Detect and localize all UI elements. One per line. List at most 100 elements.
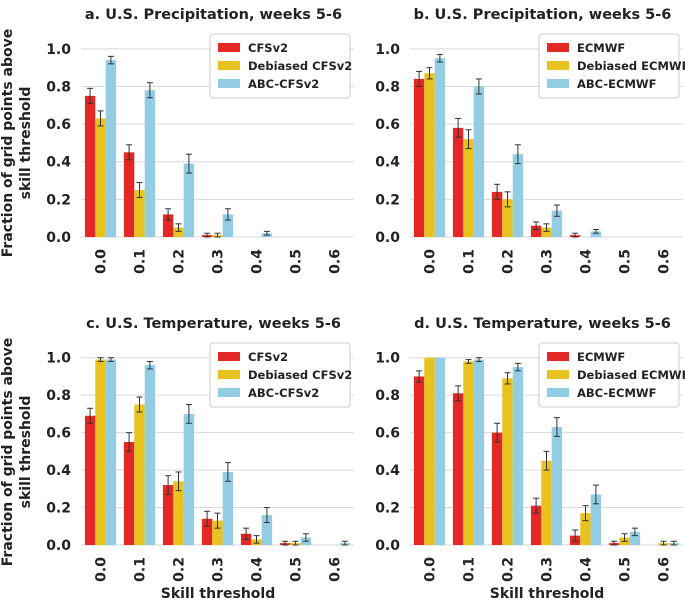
- y-tick-label: 0.2: [46, 501, 71, 517]
- panel-d-us-temperature-ecmwf: d. U.S. Temperature, weeks 5-6 0.0 0.2 0.4 0…: [375, 316, 685, 582]
- legend-swatch: [218, 388, 240, 397]
- y-tick-label: 0.0: [375, 230, 400, 246]
- legend-swatch: [218, 352, 240, 361]
- bar-abc-ecmwf: [590, 494, 602, 545]
- legend: [538, 33, 680, 99]
- bar-abc-ecmwf: [473, 86, 485, 237]
- legend-label: ABC-ECMWF: [577, 77, 656, 91]
- legend-label: ECMWF: [577, 350, 625, 364]
- x-axis-label-left: Skill threshold: [161, 586, 275, 602]
- legend-swatch: [547, 370, 569, 379]
- y-axis-label-top-line1: Fraction of grid points above: [0, 29, 16, 257]
- bar-abc-cfsv2: [183, 163, 195, 237]
- x-tick-label: 0.6: [657, 249, 673, 274]
- bar-ecmwf: [452, 127, 464, 237]
- legend-label: ABC-ECMWF: [577, 386, 656, 400]
- legend-label: CFSv2: [248, 41, 288, 55]
- bar-cfsv2: [162, 214, 174, 237]
- panel-title: c. U.S. Temperature, weeks 5-6: [86, 316, 341, 332]
- bar-abc-cfsv2: [183, 413, 195, 545]
- legend-swatch: [547, 79, 569, 88]
- x-tick-label: 0.1: [133, 557, 149, 582]
- bar-abc-cfsv2: [222, 471, 234, 545]
- legend-label: ABC-CFSv2: [248, 386, 319, 400]
- x-tick-label: 0.2: [501, 557, 517, 582]
- bar-abc-cfsv2: [144, 365, 156, 545]
- bar-abc-cfsv2: [261, 515, 273, 545]
- panel-title: d. U.S. Temperature, weeks 5-6: [414, 316, 671, 332]
- bar-cfsv2: [84, 95, 96, 237]
- legend-swatch: [547, 61, 569, 70]
- x-axis-label-right: Skill threshold: [490, 586, 604, 602]
- y-tick-label: 0.6: [46, 426, 71, 442]
- bar-cfsv2: [84, 415, 96, 545]
- x-tick-label: 0.4: [579, 557, 595, 582]
- y-tick-label: 0.6: [375, 117, 400, 133]
- x-tick-label: 0.0: [423, 557, 439, 582]
- bar-cfsv2: [201, 518, 213, 545]
- y-tick-label: 0.2: [375, 501, 400, 517]
- bar-abc-cfsv2: [222, 214, 234, 237]
- bar-cfsv2: [123, 442, 135, 545]
- bar-debiased-cfsv2: [212, 520, 223, 545]
- x-tick-label: 0.5: [289, 557, 305, 582]
- bar-debiased-ecmwf: [424, 357, 435, 545]
- legend-swatch: [218, 43, 240, 52]
- bar-debiased-cfsv2: [173, 481, 184, 545]
- x-tick-label: 0.2: [172, 249, 188, 274]
- bar-abc-cfsv2: [105, 60, 117, 237]
- bar-debiased-cfsv2: [134, 189, 145, 237]
- y-tick-label: 0.4: [46, 463, 71, 479]
- y-tick-label: 0.2: [46, 192, 71, 208]
- bar-debiased-cfsv2: [173, 227, 184, 237]
- x-tick-label: 0.0: [94, 557, 110, 582]
- x-tick-label: 0.3: [211, 249, 227, 274]
- x-tick-label: 0.3: [211, 557, 227, 582]
- y-tick-label: 0.4: [375, 155, 400, 171]
- y-tick-label: 0.0: [46, 538, 71, 554]
- bar-ecmwf: [413, 78, 425, 237]
- legend-swatch: [547, 352, 569, 361]
- bar-debiased-ecmwf: [541, 227, 552, 237]
- bar-debiased-ecmwf: [541, 460, 552, 545]
- bar-ecmwf: [452, 393, 464, 545]
- panel-c-us-temperature-cfsv2: c. U.S. Temperature, weeks 5-6 0.0 0.2 0.4 0…: [46, 316, 354, 582]
- x-tick-label: 0.5: [289, 249, 305, 274]
- y-tick-label: 0.0: [46, 230, 71, 246]
- legend-swatch: [218, 79, 240, 88]
- panel-b-us-precipitation-ecmwf: b. U.S. Precipitation, weeks 5-6 0.0 0.2 0.…: [375, 7, 685, 274]
- legend-label: Debiased ECMWF: [577, 59, 685, 73]
- y-tick-label: 0.8: [375, 79, 400, 95]
- bar-ecmwf: [491, 432, 503, 545]
- bar-cfsv2: [123, 152, 135, 237]
- x-tick-label: 0.3: [540, 249, 556, 274]
- bar-abc-ecmwf: [512, 154, 524, 237]
- y-tick-label: 1.0: [375, 351, 400, 367]
- bar-ecmwf: [530, 505, 542, 545]
- panel-title: b. U.S. Precipitation, weeks 5-6: [414, 7, 672, 23]
- legend-swatch: [218, 61, 240, 70]
- x-tick-label: 0.0: [423, 249, 439, 274]
- bar-abc-cfsv2: [144, 90, 156, 237]
- x-tick-label: 0.5: [618, 557, 634, 582]
- y-tick-label: 0.8: [46, 79, 71, 95]
- y-axis-label-bottom-line2: skill threshold: [18, 396, 34, 509]
- bar-abc-ecmwf: [551, 427, 563, 545]
- legend: [538, 342, 680, 408]
- x-tick-label: 0.5: [618, 249, 634, 274]
- y-tick-label: 0.2: [375, 192, 400, 208]
- panel-title: a. U.S. Precipitation, weeks 5-6: [85, 7, 342, 23]
- legend-label: Debiased ECMWF: [577, 368, 685, 382]
- x-tick-label: 0.6: [657, 557, 673, 582]
- y-tick-label: 0.8: [375, 388, 400, 404]
- bar-debiased-ecmwf: [580, 513, 591, 545]
- x-tick-label: 0.4: [579, 249, 595, 274]
- x-tick-label: 0.0: [94, 249, 110, 274]
- bar-abc-ecmwf: [434, 357, 446, 545]
- legend-label: ECMWF: [577, 41, 625, 55]
- y-tick-label: 0.8: [46, 388, 71, 404]
- legend-label: CFSv2: [248, 350, 288, 364]
- y-tick-label: 1.0: [46, 42, 71, 58]
- legend-label: Debiased CFSv2: [248, 59, 352, 73]
